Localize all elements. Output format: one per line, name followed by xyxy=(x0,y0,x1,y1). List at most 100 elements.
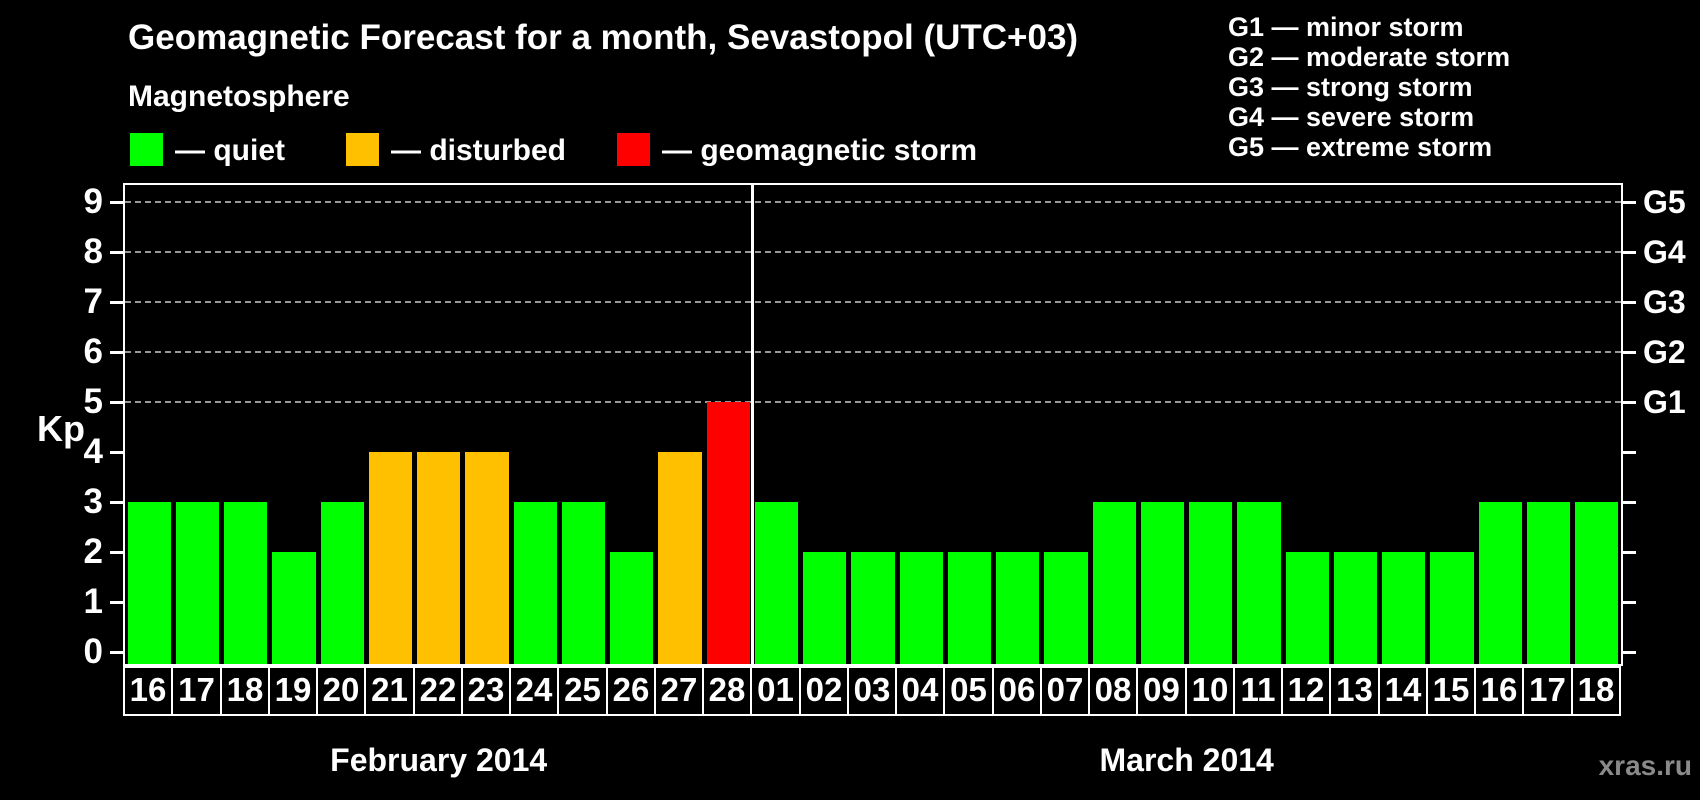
date-cell: 10 xyxy=(1185,666,1235,716)
legend-label: — geomagnetic storm xyxy=(662,134,978,167)
y-tick-label: 9 xyxy=(83,182,103,221)
right-axis-tick xyxy=(1623,601,1636,604)
kp-bar xyxy=(272,552,316,664)
right-axis-tick xyxy=(1623,401,1636,404)
date-cell: 09 xyxy=(1136,666,1187,716)
y-axis-tick xyxy=(110,551,123,554)
gridline-kp8 xyxy=(125,251,1621,253)
date-cell: 22 xyxy=(413,666,463,716)
y-axis-tick xyxy=(110,201,123,204)
legend-swatch-storm xyxy=(617,133,650,166)
g-legend-item: G2 — moderate storm xyxy=(1228,42,1511,72)
kp-bar xyxy=(1044,552,1088,664)
date-cell: 25 xyxy=(557,666,608,716)
legend-swatch-disturbed xyxy=(346,133,379,166)
g-legend-item: G3 — strong storm xyxy=(1228,72,1473,102)
plot-area xyxy=(123,183,1623,666)
date-cell: 28 xyxy=(702,666,752,716)
date-cell: 18 xyxy=(220,666,270,716)
y-axis-tick xyxy=(110,501,123,504)
right-axis-tick xyxy=(1623,551,1636,554)
date-cell: 27 xyxy=(654,666,704,716)
magnetosphere-legend-title: Magnetosphere xyxy=(128,80,350,113)
kp-bar xyxy=(368,452,413,664)
g-scale-label: G4 xyxy=(1643,234,1686,270)
gridline-kp6 xyxy=(125,351,1621,353)
date-cell: 19 xyxy=(268,666,318,716)
right-axis-tick xyxy=(1623,201,1636,204)
legend-label: — quiet xyxy=(175,134,285,167)
kp-bar xyxy=(320,502,364,664)
g-legend-item: G4 — severe storm xyxy=(1228,102,1475,132)
kp-bar xyxy=(127,502,171,664)
kp-bar xyxy=(706,402,750,664)
y-axis-tick xyxy=(110,251,123,254)
g-scale-label: G2 xyxy=(1643,334,1686,370)
legend-swatch-quiet xyxy=(130,133,163,166)
right-axis-tick xyxy=(1623,351,1636,354)
date-cell: 11 xyxy=(1233,666,1283,716)
y-tick-label: 7 xyxy=(83,282,103,321)
kp-bar xyxy=(561,502,606,664)
y-tick-label: 8 xyxy=(83,232,103,271)
y-tick-label: 6 xyxy=(83,332,103,371)
gridline-kp9 xyxy=(125,201,1621,203)
g-legend-item: G1 — minor storm xyxy=(1228,12,1464,42)
kp-bar xyxy=(1382,552,1426,664)
g-scale-label: G5 xyxy=(1643,184,1686,220)
date-cell: 17 xyxy=(171,666,222,716)
kp-bar xyxy=(1140,502,1185,664)
chart-title: Geomagnetic Forecast for a month, Sevast… xyxy=(128,18,1079,57)
date-cell: 24 xyxy=(509,666,559,716)
y-tick-label: 1 xyxy=(83,582,103,621)
date-cell: 14 xyxy=(1378,666,1428,716)
date-cell: 20 xyxy=(316,666,366,716)
y-axis-title: Kp xyxy=(37,408,85,449)
date-cell: 04 xyxy=(895,666,945,716)
g-legend-item: G5 — extreme storm xyxy=(1228,132,1493,162)
kp-bar xyxy=(803,552,847,664)
kp-bar xyxy=(1285,552,1329,664)
kp-bar xyxy=(1092,502,1136,664)
kp-bar xyxy=(1575,502,1619,664)
kp-bar xyxy=(1430,552,1474,664)
y-axis-tick xyxy=(110,351,123,354)
y-axis-tick xyxy=(110,401,123,404)
date-cell: 02 xyxy=(799,666,849,716)
month-label: March 2014 xyxy=(1099,742,1274,778)
y-tick-label: 0 xyxy=(83,632,103,671)
kp-bar xyxy=(899,552,943,664)
date-axis: 16 17 18 19 20 21 22 23 24 25 26 27 28 01 02 03 04 05 06 07… xyxy=(123,666,1627,716)
g-scale-label: G3 xyxy=(1643,284,1686,320)
date-cell: 03 xyxy=(847,666,897,716)
date-cell: 07 xyxy=(1040,666,1090,716)
kp-bar xyxy=(1478,502,1522,664)
kp-bar xyxy=(513,502,557,664)
gridline-kp5 xyxy=(125,401,1621,403)
g-scale-label: G1 xyxy=(1643,384,1686,420)
month-divider-line xyxy=(751,185,754,664)
date-cell: 17 xyxy=(1522,666,1573,716)
kp-bar xyxy=(851,552,895,664)
y-tick-label: 4 xyxy=(83,432,103,471)
gridline-kp7 xyxy=(125,301,1621,303)
kp-bar xyxy=(465,452,509,664)
date-cell: 18 xyxy=(1571,666,1621,716)
date-cell: 15 xyxy=(1426,666,1476,716)
date-cell: 16 xyxy=(1474,666,1524,716)
kp-bar xyxy=(1237,502,1281,664)
month-label: February 2014 xyxy=(330,742,548,778)
kp-bar xyxy=(224,502,268,664)
kp-bar xyxy=(1526,502,1571,664)
kp-bar xyxy=(417,452,461,664)
date-cell: 05 xyxy=(943,666,994,716)
date-cell: 06 xyxy=(992,666,1042,716)
kp-bar xyxy=(947,552,992,664)
y-tick-label: 2 xyxy=(83,532,103,571)
right-axis-tick xyxy=(1623,301,1636,304)
date-cell: 12 xyxy=(1281,666,1331,716)
watermark: xras.ru xyxy=(1598,750,1692,781)
kp-bar xyxy=(658,452,702,664)
right-axis-tick xyxy=(1623,501,1636,504)
